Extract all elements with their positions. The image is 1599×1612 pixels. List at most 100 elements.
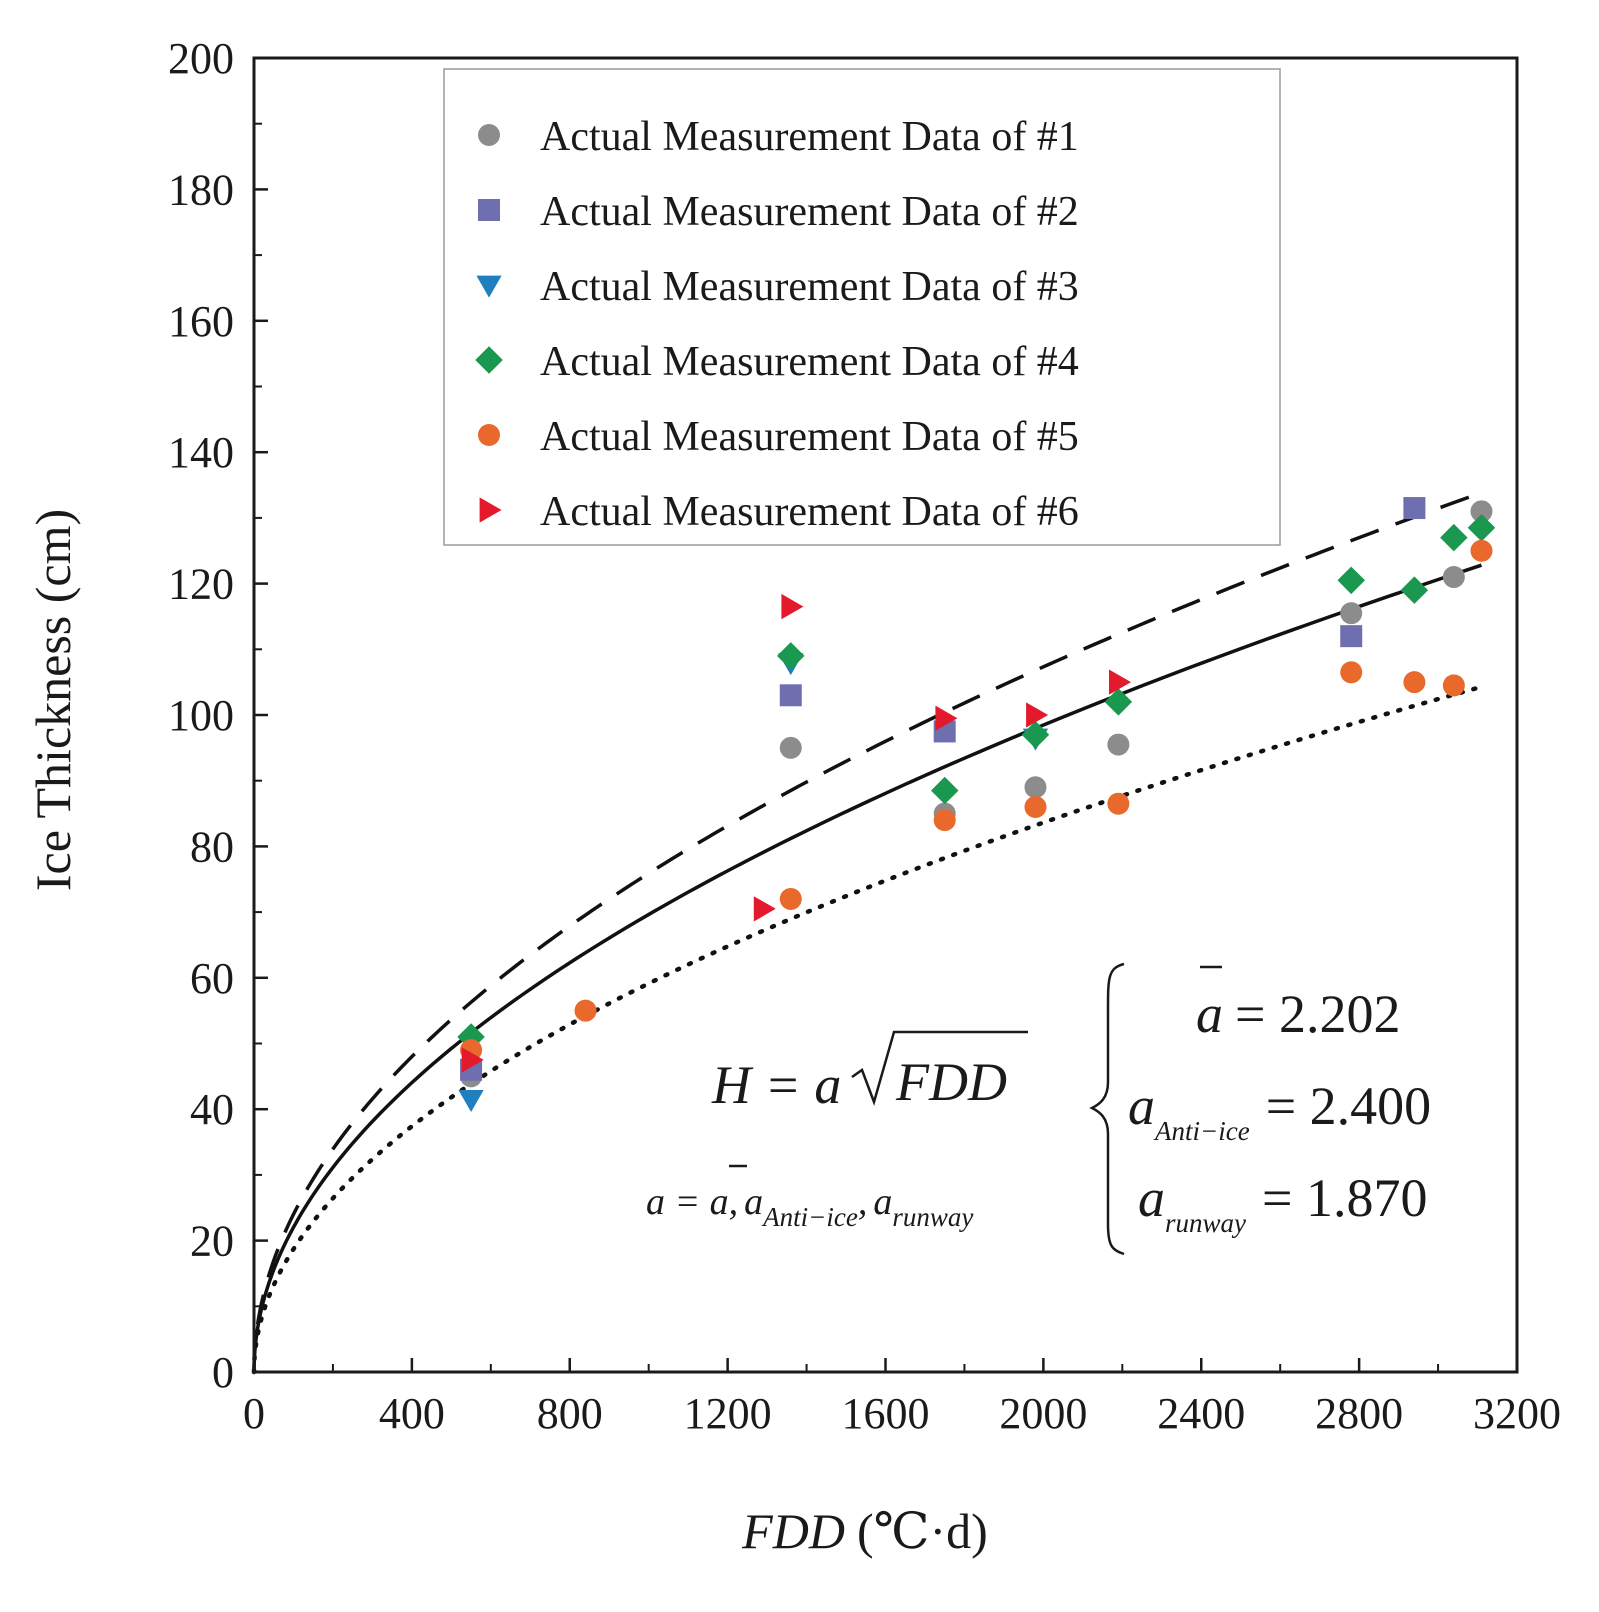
y-tick-label-200: 200 [168,34,234,83]
fit-curve-anti-ice [252,491,1483,1373]
data-point-series-6 [461,1047,484,1073]
cases-sub-runway: runway [892,1202,973,1232]
data-point-series-1 [1024,776,1047,799]
cases-sub-anti: Anti−ice [761,1202,858,1232]
legend-label-3: Actual Measurement Data of #3 [540,264,1079,310]
data-point-series-4 [1104,688,1133,716]
legend-items: Actual Measurement Data of #1 Actual Meas… [475,114,1079,535]
x-tick-label-3200: 3200 [1473,1389,1561,1438]
y-tick-label-180: 180 [168,165,234,214]
data-point-series-4 [1467,514,1496,542]
mean-value: = 2.202 [1235,984,1400,1044]
data-point-series-6 [753,896,776,922]
data-point-series-5 [1024,795,1047,818]
legend-marker-1 [478,124,500,146]
fit-curves [251,491,1484,1375]
data-point-series-6 [781,593,804,620]
data-point-series-1 [1340,602,1363,625]
equation-cases-line: a = a, aAnti−ice, arunway [646,1181,973,1232]
anti-ice-subscript: Anti−ice [1153,1116,1250,1146]
data-point-series-2 [779,684,802,707]
runway-symbol: a [1138,1168,1165,1228]
data-point-series-2 [1340,625,1363,648]
data-point-series-5 [574,999,597,1022]
data-point-series-5 [1403,671,1426,694]
x-tick-label-1200: 1200 [684,1389,772,1438]
cases-a-runway: a [873,1181,892,1223]
anti-ice-coefficient: aAnti−ice = 2.400 [1128,1076,1431,1146]
y-tick-label-40: 40 [190,1085,234,1134]
y-tick-label-80: 80 [190,822,234,871]
y-tick-label-0: 0 [212,1348,234,1397]
data-point-series-5 [1107,792,1130,815]
mean-coefficient: a = 2.202 [1196,984,1400,1044]
y-tick-label-120: 120 [168,560,234,609]
data-point-series-6 [935,705,958,731]
legend-marker-2 [478,199,500,221]
data-point-series-4 [1337,566,1365,595]
x-tick-label-2400: 2400 [1157,1389,1245,1438]
y-tick-label-160: 160 [168,297,234,346]
cases-sep-1: , [729,1181,739,1223]
equation-main-radicand: FDD [895,1052,1007,1112]
data-point-series-1 [779,736,802,759]
data-point-series-5 [779,887,802,910]
y-tick-label-60: 60 [190,954,234,1003]
data-point-series-4 [1021,721,1050,749]
anti-ice-value: = 2.400 [1266,1076,1431,1136]
x-axis-title: FDD (℃·d) [741,1503,988,1559]
runway-value: = 1.870 [1262,1168,1427,1228]
data-point-series-5 [1442,674,1465,697]
cases-sep-2: , [858,1181,868,1223]
runway-subscript: runway [1165,1208,1246,1238]
data-point-series-2 [1403,497,1426,520]
data-point-series-1 [1107,733,1130,756]
data-point-series-5 [1470,539,1493,562]
data-point-series-4 [1440,523,1468,552]
legend-marker-5 [478,424,500,446]
fit-curve-mean [252,563,1483,1373]
ticks-layer: 0 400 800 1200 1600 2000 2400 2800 3200 0 20 40 60 80… [168,34,1561,1438]
legend-label-6: Actual Measurement Data of #6 [540,489,1079,535]
fit-curve-runway [251,684,1484,1375]
legend-label-2: Actual Measurement Data of #2 [540,189,1079,235]
x-tick-label-0: 0 [243,1389,265,1438]
mean-symbol: a [1196,984,1223,1044]
data-point-series-4 [1400,576,1429,604]
data-points [457,497,1496,1112]
sqrt-sign-icon [851,1030,1028,1106]
equation-annotation: H = a FDD a = a, aAnti−ice, arunway a = 2.2… [646,962,1431,1256]
x-axis-title-var: FDD [741,1503,845,1559]
x-tick-label-400: 400 [379,1389,445,1438]
legend: Actual Measurement Data of #1 Actual Meas… [443,68,1281,546]
data-point-series-6 [1109,669,1131,695]
left-brace-icon [1089,962,1125,1256]
data-point-series-5 [933,809,956,832]
data-point-series-4 [931,776,959,805]
legend-marker-3 [476,275,502,298]
legend-label-1: Actual Measurement Data of #1 [540,114,1079,160]
anti-ice-symbol: a [1128,1076,1155,1136]
legend-marker-6 [479,497,502,523]
equation-main-lhs: H = a [711,1055,841,1115]
x-tick-label-1600: 1600 [842,1389,930,1438]
legend-box [443,68,1281,546]
cases-prefix: a = [646,1181,710,1223]
data-point-series-1 [1470,500,1493,523]
runway-coefficient: arunway = 1.870 [1138,1168,1427,1238]
plot-frame [252,56,1519,1374]
y-axis-title: Ice Thickness (cm) [25,509,81,891]
data-point-series-5 [1340,661,1363,684]
x-tick-label-800: 800 [537,1389,603,1438]
cases-a-anti: a [744,1181,763,1223]
y-tick-label-20: 20 [190,1217,234,1266]
x-tick-label-2800: 2800 [1315,1389,1403,1438]
data-point-series-3 [458,1090,484,1112]
data-point-series-1 [1442,566,1465,589]
x-tick-label-2000: 2000 [999,1389,1087,1438]
y-tick-label-140: 140 [168,428,234,477]
y-tick-label-100: 100 [168,691,234,740]
legend-label-4: Actual Measurement Data of #4 [540,339,1079,385]
